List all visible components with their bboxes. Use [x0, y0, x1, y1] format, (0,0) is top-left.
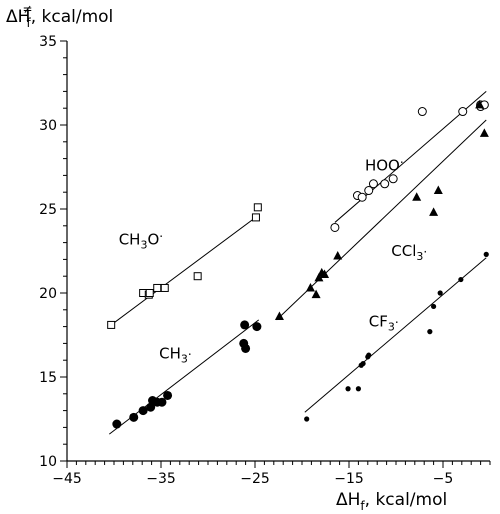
point-ccl3: [429, 207, 439, 216]
point-hoo: [330, 222, 340, 232]
point-cf3: [431, 303, 437, 310]
fit-lines: [108, 91, 487, 435]
point-ccl3: [412, 192, 422, 201]
point-hoo: [458, 107, 468, 117]
point-ccl3: [433, 185, 443, 195]
series-label-cf3: CF3·: [369, 313, 399, 334]
point-ch3: [129, 412, 139, 422]
x-axis-title: ΔHf, kcal/mol: [336, 490, 447, 513]
fit-line-cf3: [304, 257, 487, 413]
point-ccl3: [479, 128, 489, 137]
point-ch3: [138, 406, 148, 416]
y-tick-label: 20: [39, 286, 57, 302]
y-tick-label: 25: [39, 202, 57, 218]
point-ccl3: [333, 251, 343, 260]
fit-line-ch3o: [110, 215, 259, 326]
point-ch3o: [145, 289, 154, 297]
point-hoo: [417, 107, 427, 117]
point-cf3: [304, 416, 310, 422]
point-ch3: [252, 322, 262, 332]
point-hoo: [364, 186, 374, 196]
point-ch3o: [153, 283, 162, 292]
point-cf3: [483, 251, 489, 257]
point-cf3: [366, 352, 372, 358]
point-hoo: [368, 179, 378, 189]
point-ch3: [157, 397, 167, 407]
series-label-ch3o: CH3O·: [119, 229, 163, 251]
series-labels: CH3O· CH3· HOO· CCl3· CF3·: [119, 155, 428, 365]
data-markers: [107, 99, 489, 429]
axes: 10 15 20 25 30 35 −45 −35 −25 −15 −5: [39, 34, 491, 487]
point-ccl3: [314, 272, 324, 282]
point-ccl3: [274, 311, 284, 321]
point-ch3o: [160, 283, 169, 292]
x-tick-label: −15: [334, 471, 364, 487]
x-tick-label: −25: [240, 471, 270, 487]
x-tick-label: −35: [146, 471, 176, 487]
point-ch3o: [107, 320, 116, 329]
x-tick-label: −45: [52, 471, 82, 487]
y-tick-label: 15: [39, 370, 57, 386]
y-tick-label: 35: [39, 34, 57, 50]
series-label-hoo: HOO·: [365, 155, 404, 174]
point-cf3: [345, 386, 351, 392]
point-ch3: [240, 320, 250, 330]
point-hoo: [380, 179, 390, 189]
point-ch3: [241, 343, 251, 353]
point-ccl3: [305, 282, 315, 292]
y-axis-title: ΔH≠ f, kcal/mol: [6, 2, 113, 30]
point-hoo: [357, 192, 367, 202]
point-ccl3: [311, 289, 321, 299]
point-cf3: [437, 290, 443, 296]
point-cf3: [458, 276, 464, 283]
point-hoo: [388, 174, 398, 184]
x-tick-label: −5: [433, 471, 454, 487]
point-ch3: [163, 390, 173, 400]
y-tick-label: 10: [39, 454, 57, 470]
point-ch3o: [253, 203, 262, 212]
point-ccl3: [475, 99, 485, 109]
y-tick-label: 30: [39, 118, 57, 134]
series-label-ccl3: CCl3·: [391, 242, 427, 263]
point-ch3o: [193, 272, 202, 281]
point-ch3: [112, 419, 122, 429]
point-cf3: [360, 360, 366, 367]
point-ccl3: [320, 269, 330, 279]
point-cf3: [427, 329, 433, 335]
point-cf3: [355, 386, 361, 392]
point-ch3o: [251, 213, 260, 222]
series-label-ch3: CH3·: [159, 345, 192, 366]
